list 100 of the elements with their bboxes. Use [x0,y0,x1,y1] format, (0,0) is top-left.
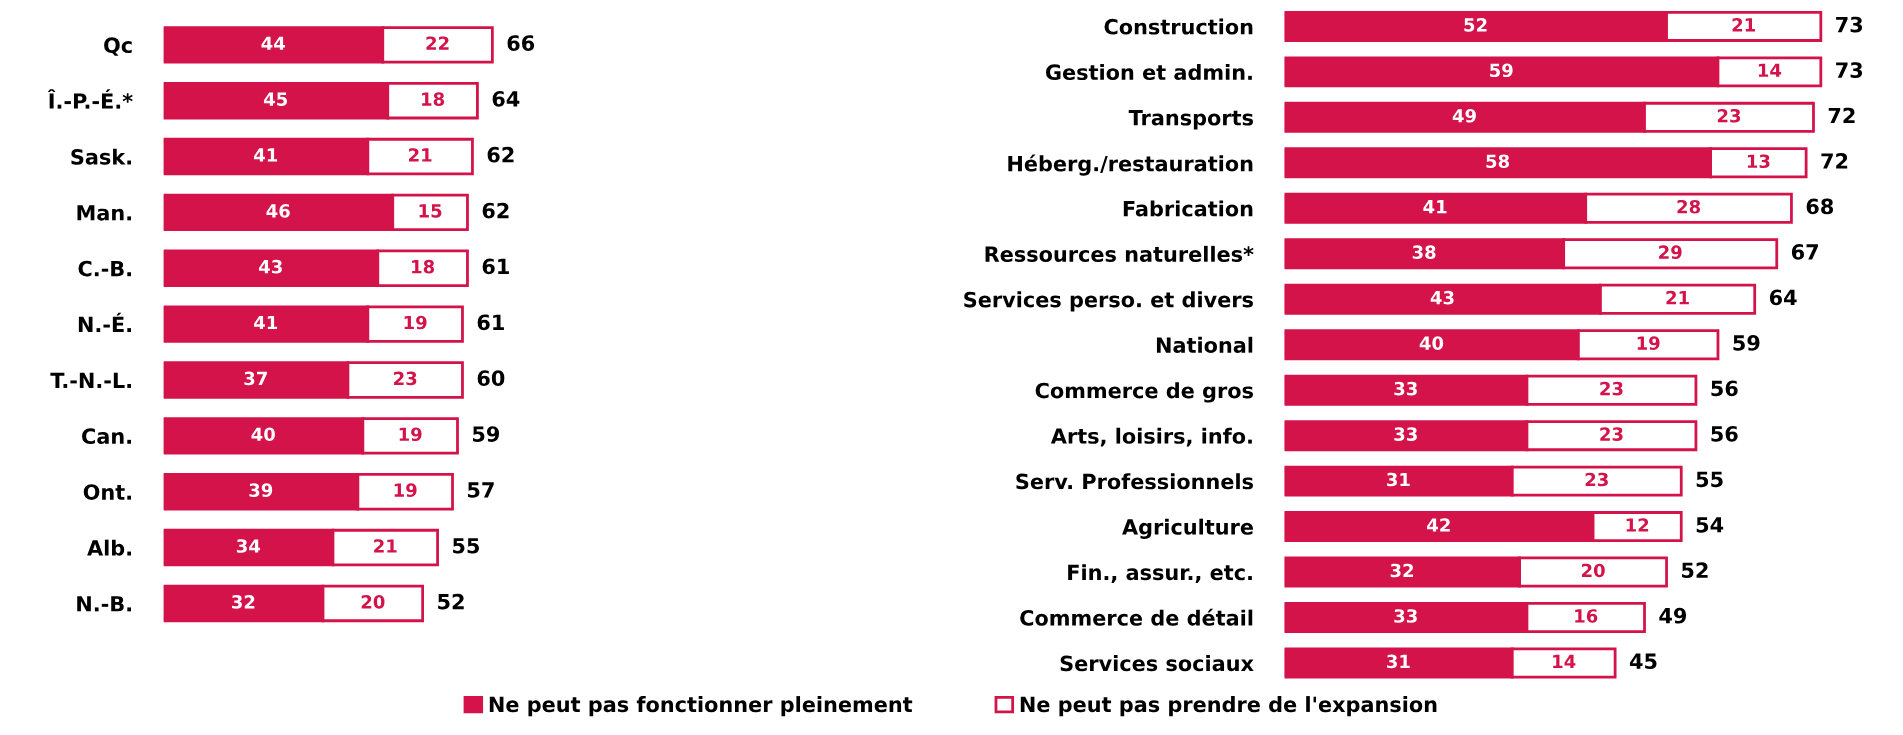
data-label: 13 [1747,154,1770,169]
data-label: 15 [419,204,442,218]
y-tick-label: Services perso. et divers [964,291,1253,312]
data-label: 33 [1394,609,1417,623]
data-label: 12 [1626,518,1649,532]
data-label: 42 [1427,518,1450,532]
data-label: 19 [1637,336,1660,350]
data-label: 40 [251,427,275,442]
y-tick-label: Qc [104,37,132,56]
data-label: 34 [236,539,261,553]
data-label: 58 [1486,154,1510,169]
total-label: 67 [1791,244,1818,260]
total-label: 49 [1659,607,1687,624]
data-label: 16 [1575,609,1598,623]
total-label: 72 [1828,107,1855,124]
data-label: 19 [399,427,422,442]
data-label: 43 [1430,290,1454,305]
data-label: 19 [404,315,427,330]
y-tick-label: Fabrication [1123,200,1253,217]
total-label: 45 [1629,653,1657,670]
total-label: 59 [472,426,500,442]
total-label: 59 [1733,335,1760,351]
total-label: 55 [453,538,479,554]
data-label: 41 [254,315,278,330]
total-label: 72 [1821,153,1848,169]
y-tick-label: Sask. [71,148,131,165]
data-label: 21 [374,539,397,553]
data-label: 45 [263,92,288,106]
total-label: 61 [477,314,504,331]
data-label: 20 [1581,563,1605,578]
y-tick-label: Arts, loisirs, info. [1050,427,1252,447]
total-label: 52 [438,593,464,610]
y-tick-label: Commerce de détail [1020,608,1253,626]
data-label: 20 [361,595,385,609]
total-label: 73 [1836,16,1863,33]
data-label: 41 [1423,200,1447,214]
data-label: 21 [1732,17,1756,32]
y-tick-label: Fin., assur., etc. [1068,564,1252,583]
total-label: 66 [507,35,535,51]
data-label: 23 [1600,427,1623,441]
total-label: 57 [468,482,494,498]
y-tick-label: Héberg./restauration [1008,154,1253,176]
data-label: 43 [258,259,282,274]
total-label: 55 [1696,471,1723,488]
y-tick-label: Agriculture [1122,518,1253,540]
data-label: 32 [1390,563,1414,578]
total-label: 60 [477,370,505,387]
data-label: 44 [261,36,285,50]
legend-label: Ne peut pas fonctionner pleinement [489,696,913,717]
total-label: 68 [1806,198,1834,215]
total-label: 61 [482,258,509,275]
data-label: 59 [1490,63,1513,78]
data-label: 23 [394,371,417,386]
y-tick-label: Alb. [87,539,131,556]
y-tick-label: Î.-P.-É.* [47,89,133,109]
legend-label: Ne peut pas prendre de l'expansion [1020,696,1437,717]
total-label: 64 [1769,289,1797,306]
data-label: 46 [266,204,290,218]
data-label: 23 [1600,381,1623,396]
data-label: 37 [244,371,267,386]
data-label: 23 [1717,108,1741,123]
data-label: 33 [1394,381,1417,396]
y-tick-label: Commerce de gros [1035,382,1253,403]
data-label: 39 [249,483,273,497]
y-tick-label: Ont. [83,484,131,500]
data-label: 49 [1452,108,1476,123]
data-label: 31 [1387,472,1410,487]
data-label: 14 [1553,654,1576,668]
data-label: 52 [1464,17,1487,32]
y-tick-label: Gestion et admin. [1045,63,1252,81]
total-label: 56 [1711,380,1738,397]
y-tick-label: Man. [77,205,131,221]
data-label: 22 [426,36,449,50]
total-label: 62 [487,146,514,163]
total-label: 54 [1696,517,1724,533]
data-label: 18 [422,92,445,106]
total-label: 56 [1711,425,1738,442]
y-tick-label: Services sociaux [1060,655,1254,672]
data-label: 28 [1677,199,1701,214]
y-tick-label: Construction [1104,18,1253,35]
data-label: 33 [1394,427,1417,441]
data-label: 38 [1412,245,1436,260]
data-label: 41 [254,148,278,162]
y-tick-label: Serv. Professionnels [1016,473,1253,490]
y-tick-label: N.-B. [77,596,131,612]
total-label: 73 [1836,62,1863,78]
y-tick-label: Can. [82,428,131,445]
y-tick-label: Ressources naturelles* [985,245,1254,262]
data-label: 19 [394,483,417,497]
y-tick-label: National [1156,336,1253,353]
data-label: 32 [231,595,255,609]
y-tick-label: T.-N.-L. [50,372,131,388]
total-label: 62 [482,202,509,219]
data-label: 21 [409,148,432,162]
data-label: 29 [1659,245,1682,260]
data-label: 21 [1666,290,1689,305]
y-tick-label: Transports [1128,110,1253,130]
data-label: 40 [1419,336,1444,350]
y-tick-label: N.-É. [78,312,131,333]
y-tick-label: C.-B. [78,260,131,277]
